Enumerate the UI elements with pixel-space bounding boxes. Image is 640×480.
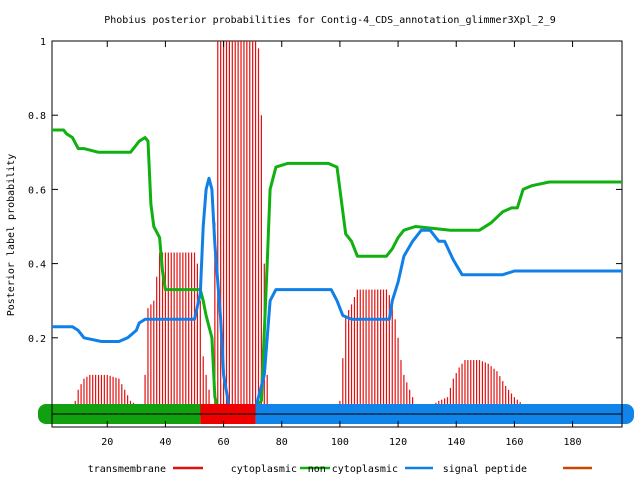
y-axis-label: Posterior label probability xyxy=(6,154,17,317)
x-tick-label: 60 xyxy=(218,437,230,448)
x-tick-label: 160 xyxy=(505,437,523,448)
x-tick-label: 120 xyxy=(389,437,407,448)
x-tick-label: 40 xyxy=(159,437,171,448)
plot-frame xyxy=(51,40,623,428)
x-tick-label: 140 xyxy=(447,437,465,448)
y-tick-label: 0.2 xyxy=(28,334,46,345)
legend: transmembrane cytoplasmic non cytoplasmic s… xyxy=(88,464,592,475)
topology-bar xyxy=(38,404,635,428)
x-tick-label: 180 xyxy=(564,437,582,448)
non-cytoplasmic-line xyxy=(52,176,622,410)
cytoplasmic-line xyxy=(52,128,622,410)
x-tick-label: 100 xyxy=(331,437,349,448)
legend-label: non cytoplasmic xyxy=(308,464,398,475)
chart-title: Phobius posterior probabilities for Cont… xyxy=(104,15,556,26)
y-tick-label: 1 xyxy=(40,37,46,48)
probability-lines xyxy=(52,128,622,413)
y-tick-label: 0.6 xyxy=(28,185,46,196)
transmembrane-impulses xyxy=(51,41,623,412)
legend-label: cytoplasmic xyxy=(231,464,297,475)
plot-border xyxy=(51,40,623,428)
x-tick-label: 80 xyxy=(276,437,288,448)
legend-label: transmembrane xyxy=(88,464,166,475)
legend-label: signal peptide xyxy=(443,464,527,475)
x-tick-label: 20 xyxy=(101,437,113,448)
y-tick-label: 0.8 xyxy=(28,111,46,122)
y-tick-label: 0.4 xyxy=(28,260,46,271)
